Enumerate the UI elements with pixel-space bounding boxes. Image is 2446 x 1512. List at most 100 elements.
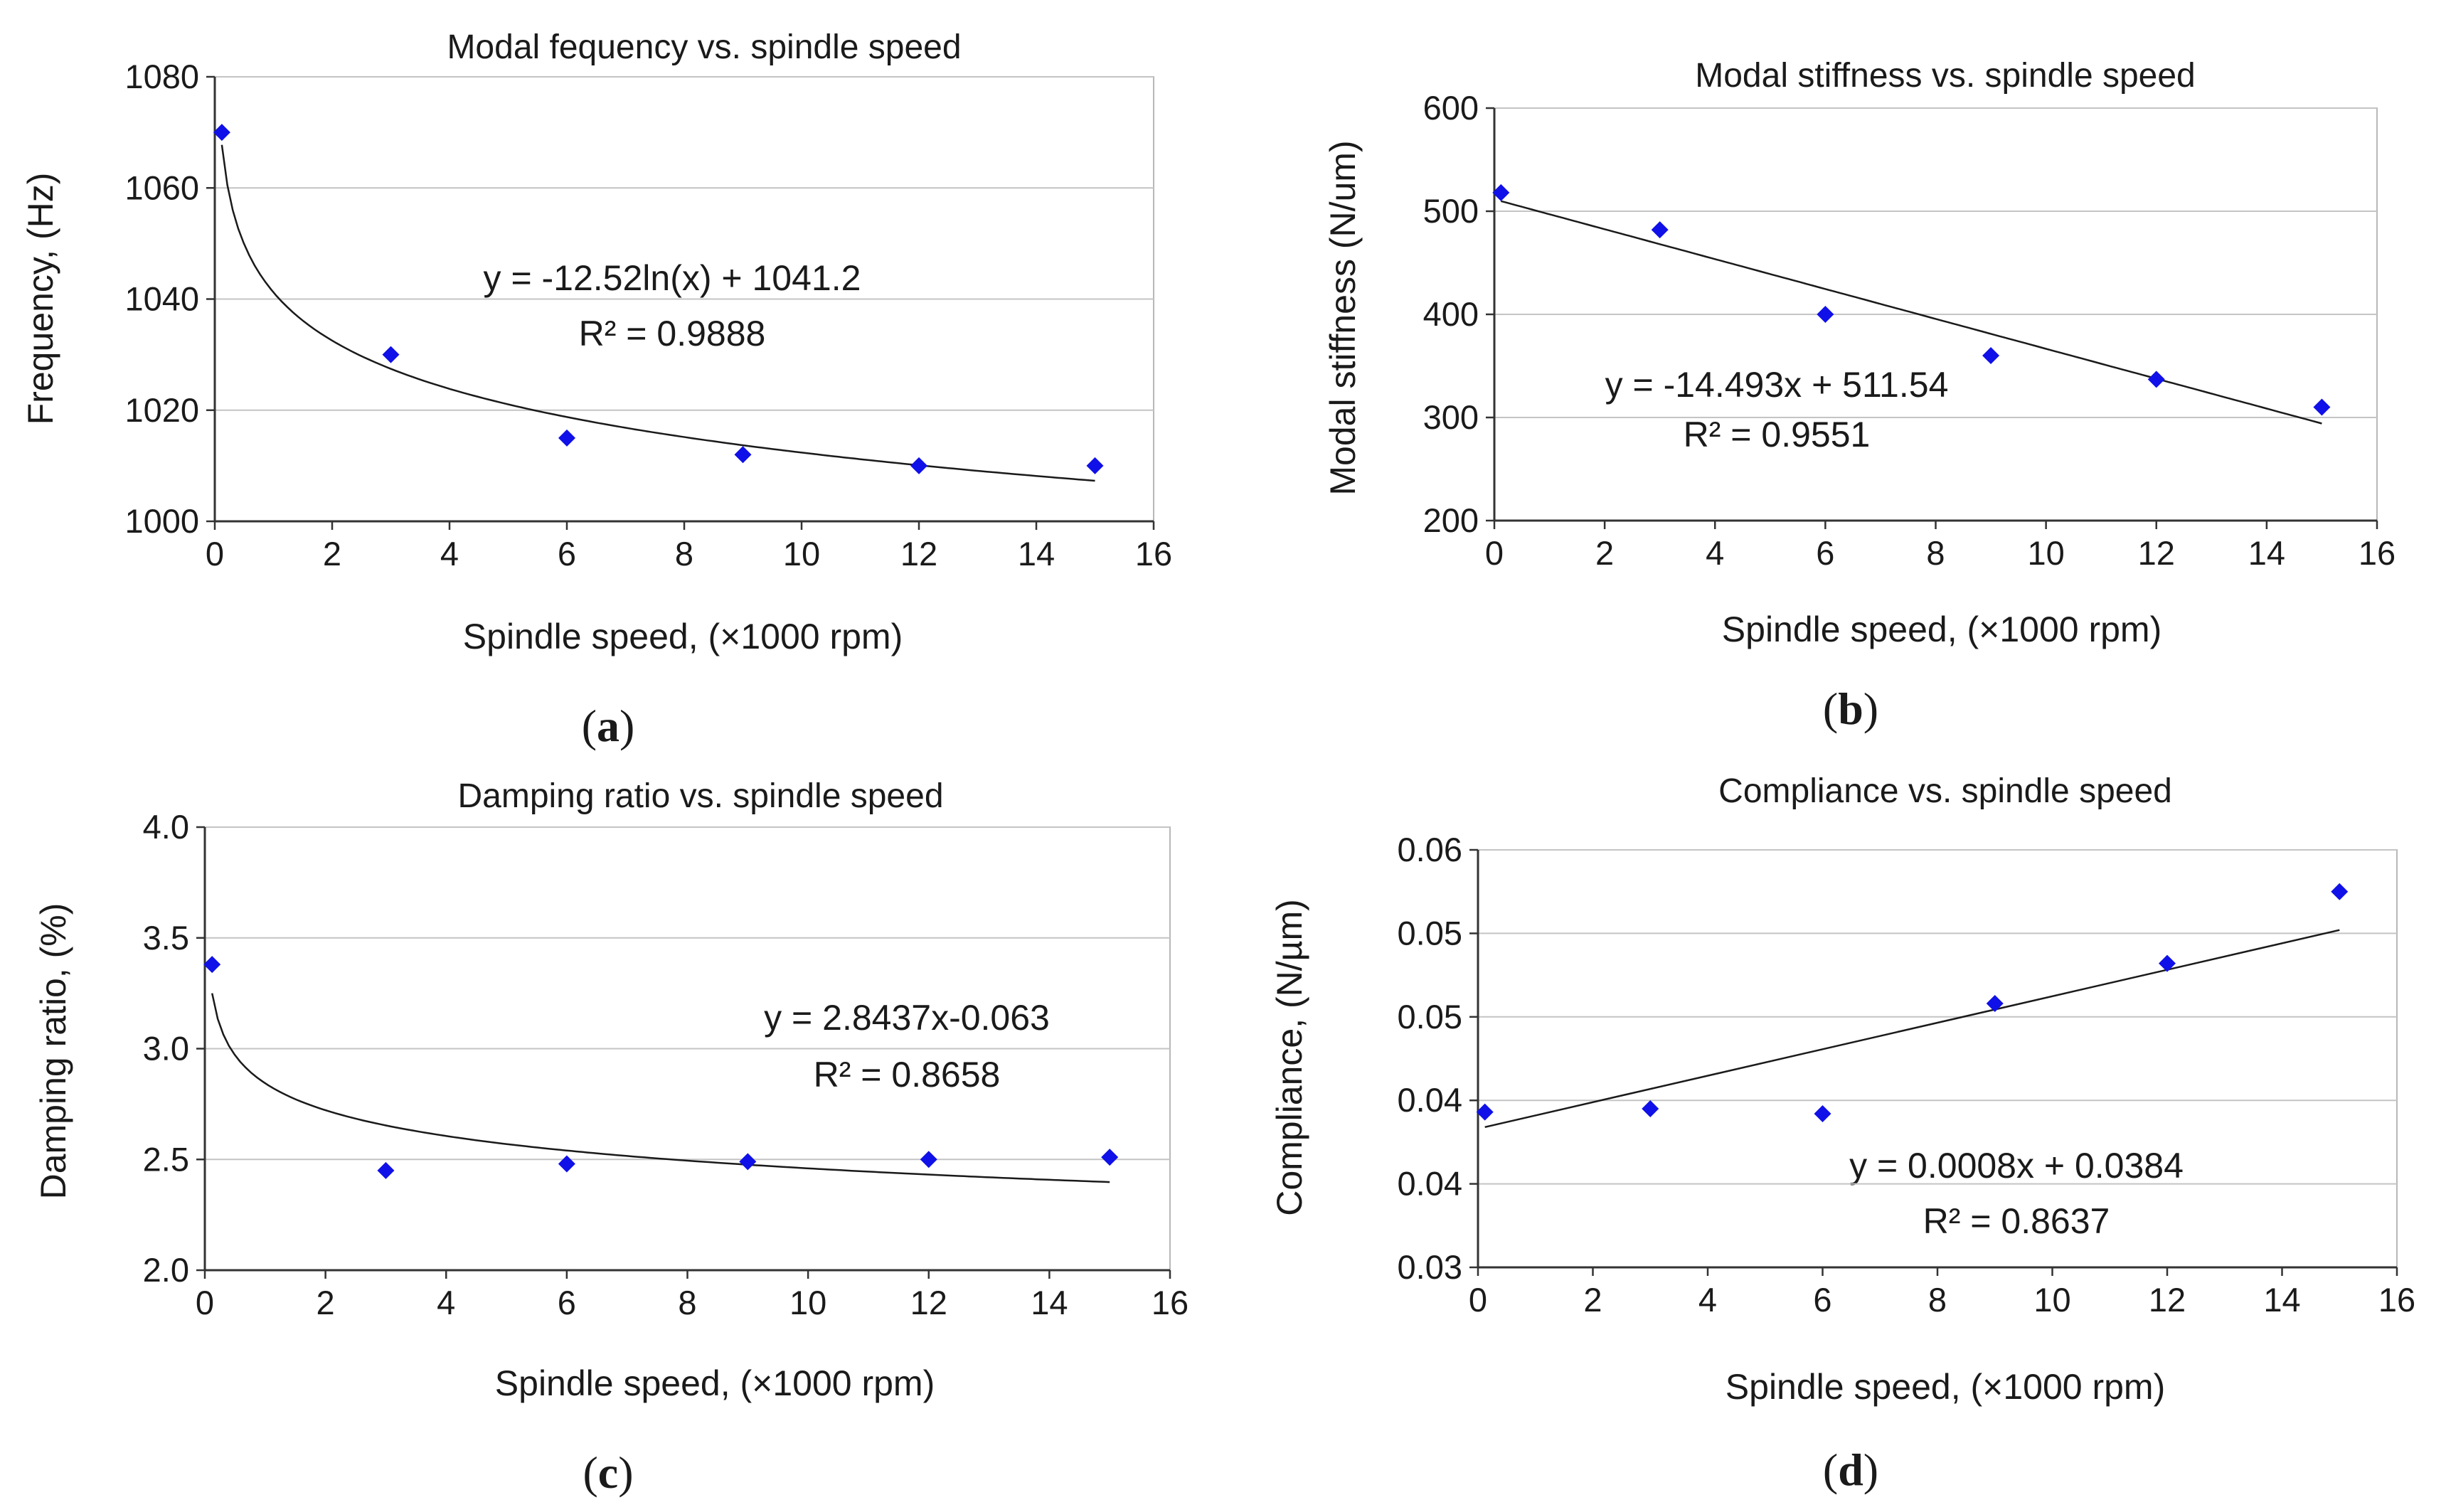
x-tick-label: 2 [1595, 534, 1614, 572]
y-tick-label: 1020 [124, 391, 199, 429]
panel-c: Damping ratio vs. spindle speed y = 2.84… [33, 777, 1189, 1498]
data-point [910, 457, 927, 474]
y-tick-label: 3.5 [143, 919, 189, 957]
x-tick-label: 8 [678, 1284, 696, 1321]
x-tick-label: 4 [437, 1284, 455, 1321]
x-tick-label: 10 [2027, 534, 2064, 572]
x-tick-label: 2 [1583, 1281, 1602, 1319]
data-point [2313, 398, 2331, 416]
x-axis-label: Spindle speed, (×1000 rpm) [1722, 609, 2161, 649]
data-point [734, 446, 752, 464]
chart-title: Damping ratio vs. spindle speed [457, 777, 943, 815]
x-tick-label: 14 [1018, 535, 1055, 573]
data-point [2331, 883, 2349, 900]
y-tick-label: 1080 [124, 58, 199, 95]
y-tick-label: 0.04 [1398, 1081, 1462, 1119]
y-tick-label: 500 [1423, 192, 1479, 230]
x-tick-label: 14 [2263, 1281, 2300, 1319]
trendline [1500, 200, 2322, 425]
r-squared-label: R² = 0.8637 [1923, 1201, 2110, 1241]
y-tick-label: 2.5 [143, 1140, 189, 1178]
x-tick-label: 4 [440, 535, 459, 573]
data-point [1642, 1100, 1659, 1117]
y-tick-label: 300 [1423, 398, 1479, 436]
y-tick-label: 2.0 [143, 1251, 189, 1289]
data-point [739, 1153, 757, 1171]
data-point [1492, 183, 1510, 201]
panel-d: Compliance vs. spindle speed y = 0.0008x… [1270, 772, 2415, 1495]
y-axis-label: Compliance, (N/µm) [1270, 899, 1309, 1216]
r-squared-label: R² = 0.8658 [814, 1055, 1001, 1095]
data-point [558, 429, 575, 447]
data-point [2159, 954, 2176, 972]
x-tick-label: 8 [675, 535, 693, 573]
y-tick-label: 0.04 [1398, 1165, 1462, 1203]
x-tick-label: 16 [1135, 535, 1172, 573]
panel-caption: (b) [1823, 683, 1878, 734]
x-tick-label: 6 [1813, 1281, 1831, 1319]
panel-caption: (d) [1823, 1444, 1878, 1495]
x-tick-label: 12 [910, 1284, 947, 1321]
x-tick-label: 4 [1706, 534, 1724, 572]
x-tick-label: 4 [1698, 1281, 1717, 1319]
x-axis-label: Spindle speed, (×1000 rpm) [463, 617, 903, 656]
x-tick-label: 12 [900, 535, 937, 573]
x-tick-label: 0 [1485, 534, 1504, 572]
x-tick-label: 6 [558, 1284, 576, 1321]
y-tick-label: 3.0 [143, 1030, 189, 1068]
data-point [1986, 995, 2004, 1013]
data-point [1086, 457, 1104, 474]
panel-caption: (c) [583, 1447, 633, 1498]
r-squared-label: R² = 0.9551 [1684, 415, 1871, 454]
y-tick-label: 0.03 [1398, 1248, 1462, 1286]
x-tick-label: 16 [2359, 534, 2396, 572]
data-point [1814, 1104, 1831, 1122]
data-point [203, 956, 221, 974]
x-tick-label: 14 [1031, 1284, 1068, 1321]
trendline [1484, 929, 2340, 1129]
data-point [558, 1155, 575, 1173]
x-tick-label: 2 [323, 535, 341, 573]
y-tick-label: 0.05 [1398, 914, 1462, 952]
x-axis-label: Spindle speed, (×1000 rpm) [1726, 1367, 2165, 1407]
trendline [220, 144, 1095, 482]
x-tick-label: 10 [783, 535, 820, 573]
y-tick-label: 1000 [124, 502, 199, 540]
panel-b: Modal stiffness vs. spindle speed y = -1… [1323, 57, 2396, 734]
y-tick-label: 200 [1423, 501, 1479, 539]
y-tick-label: 0.06 [1398, 831, 1462, 868]
trend-equation: y = 2.8437x-0.063 [764, 998, 1050, 1038]
x-tick-label: 6 [558, 535, 576, 573]
x-tick-label: 0 [196, 1284, 214, 1321]
y-tick-label: 0.05 [1398, 998, 1462, 1035]
y-axis-label: Damping ratio, (%) [33, 903, 73, 1200]
x-tick-label: 2 [317, 1284, 335, 1321]
trend-equation: y = -14.493x + 511.54 [1605, 365, 1949, 405]
y-tick-label: 400 [1423, 295, 1479, 333]
x-tick-label: 14 [2248, 534, 2285, 572]
y-axis-label: Modal stiffness (N/um) [1323, 140, 1363, 495]
trend-equation: y = 0.0008x + 0.0384 [1849, 1146, 2184, 1186]
y-tick-label: 4.0 [143, 808, 189, 846]
x-axis-label: Spindle speed, (×1000 rpm) [495, 1363, 935, 1403]
chart-title: Modal fequency vs. spindle speed [447, 28, 961, 66]
r-squared-label: R² = 0.9888 [579, 314, 766, 353]
data-point [213, 124, 230, 142]
x-tick-label: 0 [1469, 1281, 1487, 1319]
panel-caption: (a) [582, 701, 635, 751]
data-point [1476, 1103, 1494, 1121]
x-tick-label: 6 [1816, 534, 1834, 572]
x-tick-label: 16 [2378, 1281, 2415, 1319]
x-tick-label: 0 [206, 535, 224, 573]
y-tick-label: 1060 [124, 169, 199, 206]
data-point [2147, 371, 2165, 388]
x-tick-label: 8 [1926, 534, 1945, 572]
data-point [920, 1151, 937, 1168]
data-point [382, 346, 400, 363]
trend-equation: y = -12.52ln(x) + 1041.2 [484, 258, 861, 298]
y-tick-label: 1040 [124, 280, 199, 318]
data-point [1101, 1149, 1119, 1166]
x-tick-label: 8 [1928, 1281, 1947, 1319]
x-tick-label: 10 [789, 1284, 826, 1321]
